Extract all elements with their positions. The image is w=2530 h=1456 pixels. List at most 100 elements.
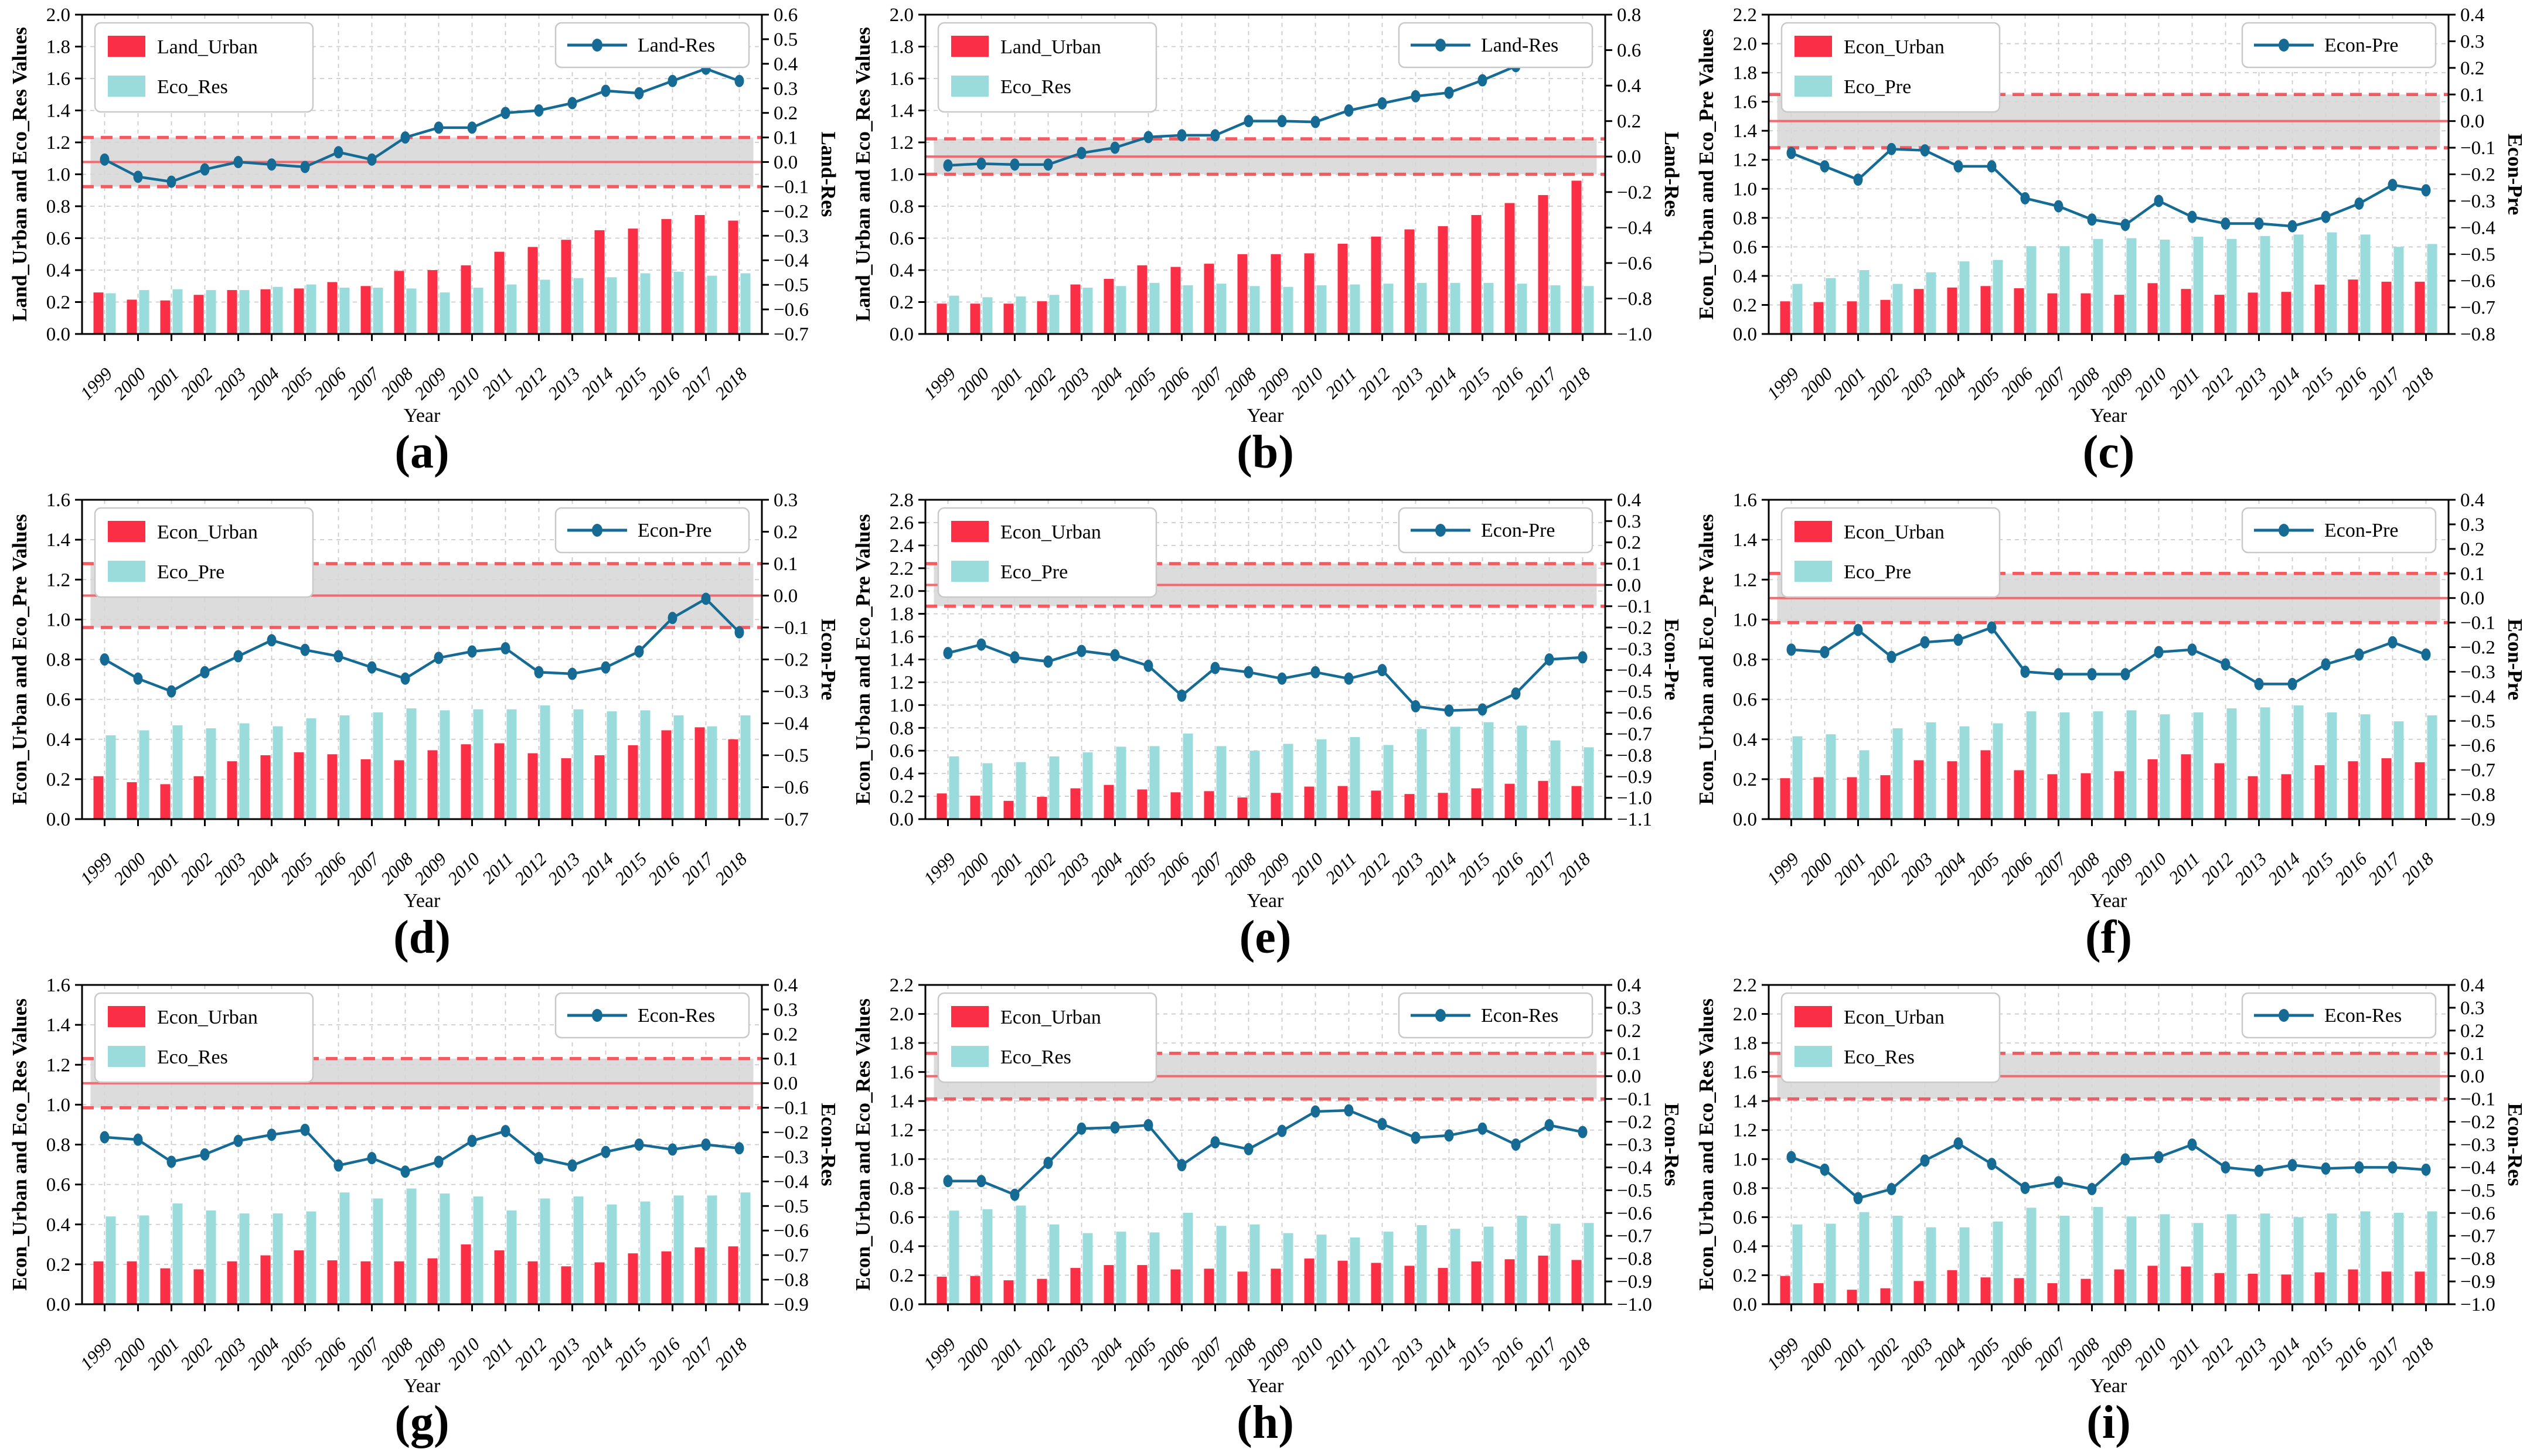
bar [494, 251, 505, 334]
svg-text:0.4: 0.4 [890, 763, 914, 785]
bar-series [937, 722, 1594, 819]
svg-text:Econ-Res: Econ-Res [638, 1005, 715, 1027]
svg-text:0.0: 0.0 [2460, 111, 2484, 132]
svg-text:−0.4: −0.4 [2460, 686, 2495, 707]
svg-text:2004: 2004 [1087, 1334, 1127, 1374]
bar [2381, 281, 2392, 334]
bar [1483, 722, 1494, 819]
bar [1350, 284, 1360, 334]
left-axis-title: Econ_Urban and Eco_Res Values [8, 998, 31, 1291]
svg-text:−0.2: −0.2 [1617, 1112, 1652, 1133]
bar [406, 1188, 417, 1304]
svg-text:2016: 2016 [2331, 1334, 2371, 1374]
svg-text:0.2: 0.2 [1733, 769, 1757, 790]
svg-text:1.6: 1.6 [46, 975, 70, 996]
svg-text:1.4: 1.4 [890, 650, 914, 671]
bar [2248, 776, 2258, 819]
svg-text:0.0: 0.0 [1617, 1066, 1641, 1087]
bar [2381, 758, 2392, 819]
svg-text:−0.5: −0.5 [774, 1196, 809, 1217]
bar [1170, 1269, 1181, 1304]
line-point [1477, 1122, 1487, 1135]
legend-bars: Econ_Urban Eco_Pre [1780, 22, 2001, 113]
line-point [2221, 658, 2231, 671]
svg-text:2010: 2010 [1287, 363, 1327, 404]
bar [1826, 734, 1836, 819]
bar [594, 230, 605, 334]
bar [1183, 1212, 1193, 1304]
bar [2181, 1266, 2191, 1304]
svg-text:2004: 2004 [1930, 848, 1970, 889]
svg-text:0.8: 0.8 [1733, 208, 1757, 229]
bar [728, 220, 738, 334]
legend-line: Econ-Pre [2241, 507, 2437, 554]
bar [1183, 285, 1193, 334]
svg-text:Econ-Pre: Econ-Pre [2324, 35, 2399, 56]
svg-text:2001: 2001 [143, 848, 183, 889]
line-point [976, 157, 986, 170]
bar [728, 1246, 738, 1304]
bar [970, 304, 980, 334]
svg-text:0.2: 0.2 [774, 103, 798, 124]
legend-swatch-Econ_Urban [1795, 521, 1832, 542]
line-point [634, 1138, 644, 1151]
svg-text:2001: 2001 [1830, 848, 1870, 889]
chart-svg-b: 0.0 0.2 0.4 0.6 0.8 1.0 1.2 1.4 1.6 1.8 2.0 Land_Ur… [852, 5, 1683, 478]
legend-line: Land-Res [554, 22, 750, 69]
line-point [1110, 1121, 1120, 1134]
svg-text:0.2: 0.2 [2460, 58, 2484, 79]
bar [970, 796, 980, 819]
left-axis: 0.0 0.2 0.4 0.6 0.8 1.0 1.2 1.4 1.6 1.8 2.0 2.2 [1733, 5, 1769, 345]
line-point [2287, 1159, 2297, 1172]
bar-series-Eco_Res [105, 271, 751, 334]
svg-text:1.6: 1.6 [46, 490, 70, 511]
bar [506, 709, 517, 819]
line-point [166, 685, 176, 698]
svg-text:2018: 2018 [711, 848, 751, 889]
x-axis: 1999200020012002200320042005200620072008… [76, 334, 751, 404]
reference-lines [82, 135, 762, 189]
svg-text:2016: 2016 [2331, 848, 2371, 889]
bar [2360, 1211, 2371, 1304]
bar [982, 1209, 993, 1304]
svg-text:2010: 2010 [2130, 363, 2171, 404]
svg-text:2014: 2014 [1421, 1334, 1461, 1374]
svg-text:1999: 1999 [1763, 1334, 1803, 1374]
svg-text:−0.6: −0.6 [774, 299, 809, 320]
line-point [1786, 643, 1796, 656]
bar [937, 1276, 947, 1304]
svg-text:2002: 2002 [176, 1334, 217, 1374]
svg-text:0.6: 0.6 [1733, 237, 1757, 258]
bar [661, 1251, 672, 1304]
bar [2348, 279, 2358, 334]
svg-text:2011: 2011 [1321, 1334, 1360, 1373]
bar [227, 1261, 237, 1304]
svg-text:Eco_Res: Eco_Res [1000, 76, 1071, 98]
svg-text:0.8: 0.8 [46, 650, 70, 671]
trend-line-series [100, 1123, 744, 1178]
bar [1504, 783, 1515, 819]
bar-series-Eco_Pre [1792, 705, 2437, 819]
legend-swatch-Eco_Res [108, 1046, 145, 1067]
svg-text:2002: 2002 [1020, 363, 1060, 404]
svg-text:0.6: 0.6 [46, 229, 70, 250]
bar [1304, 786, 1315, 819]
bar [1550, 285, 1561, 334]
svg-text:−0.2: −0.2 [774, 650, 809, 671]
svg-text:1999: 1999 [76, 848, 117, 889]
bar [1892, 728, 1903, 819]
svg-text:2018: 2018 [1554, 363, 1595, 404]
svg-text:2012: 2012 [1354, 1334, 1394, 1374]
svg-text:0.0: 0.0 [774, 586, 798, 607]
bar [394, 1261, 404, 1304]
svg-text:2010: 2010 [2130, 848, 2171, 889]
line-point [166, 1155, 176, 1168]
svg-text:2014: 2014 [577, 1334, 618, 1374]
line-point [1444, 86, 1454, 99]
line-point [467, 121, 477, 134]
svg-text:−0.7: −0.7 [774, 809, 809, 830]
bar-series-Eco_Pre [1792, 232, 2437, 334]
bar [1993, 723, 2003, 819]
svg-text:2016: 2016 [2331, 363, 2371, 404]
line-point [1820, 1163, 1830, 1176]
